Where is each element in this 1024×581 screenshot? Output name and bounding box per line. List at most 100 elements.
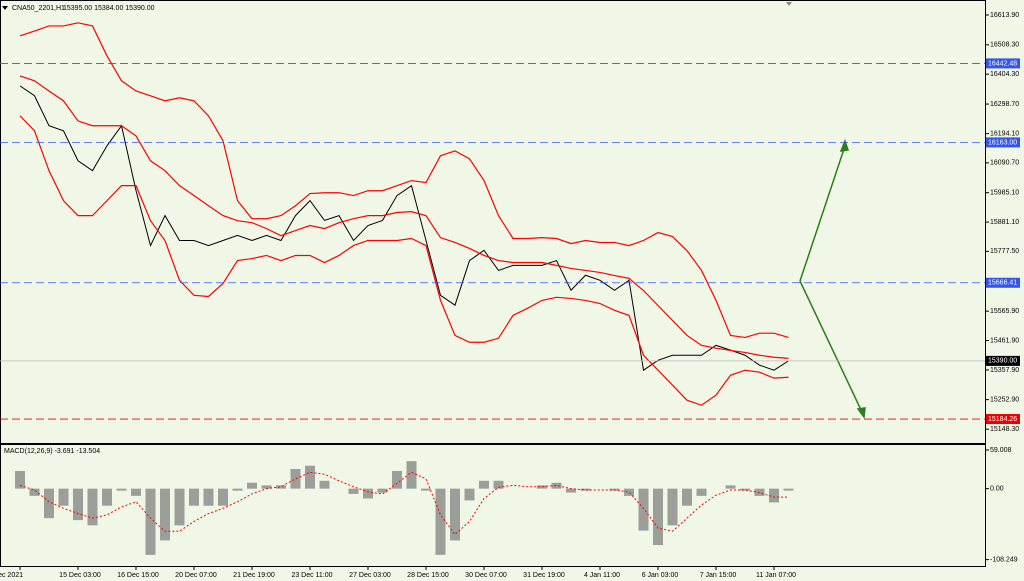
y-tick-label: 16508.30 [990,42,1019,49]
macd-bar [131,488,141,496]
price-line [19,85,789,372]
macd-bar [145,488,156,555]
macd-bar [392,470,402,489]
level-tag [986,277,1020,288]
price-frame [0,0,986,444]
macd-bar [464,488,475,501]
macd-bar [305,465,315,489]
macd-bar [44,488,54,519]
macd-bar [232,488,243,491]
level-tag [986,58,1020,69]
y-tick-label: 15461.90 [990,337,1019,344]
y-tick-label: 15252.90 [990,396,1019,403]
x-tick-label: 21 Dec 19:00 [233,572,275,579]
y-tick-label: 0.00 [990,485,1004,492]
y-tick-label: 15881.10 [990,219,1019,226]
y-tick-label: 16404.30 [990,71,1019,78]
macd-bar [783,488,794,491]
macd-bar [102,488,112,506]
macd-bar [479,480,489,489]
macd-bar [58,488,69,506]
y-tick-label: 15357.90 [990,367,1019,374]
level-label: 15390.00 [988,358,1017,365]
signal-line [19,471,789,536]
macd-bar [421,488,431,491]
ohlc: 15395.00 15384.00 15390.00 [63,5,155,12]
macd-bar [174,488,185,526]
macd-bar [450,488,460,541]
macd-bar [363,488,373,499]
y-tick-label: 59.008 [990,447,1012,454]
level-label: 15666.41 [988,280,1017,287]
macd-title: MACD(12,26,9) -3.691 -13.504 [4,448,100,455]
level-label: 16442.48 [988,60,1017,67]
macd-bar [740,488,750,491]
level-tag [986,414,1020,425]
macd-bar [653,488,663,546]
macd-bar [87,488,98,526]
macd-bar [638,488,649,531]
x-tick-label: 15 Dec 03:00 [59,572,101,579]
x-tick-label: 27 Dec 03:00 [349,572,391,579]
scroll-marker [786,2,792,6]
x-tick-label: 16 Dec 15:00 [117,572,159,579]
macd-bar [116,488,127,491]
macd-bar [319,480,330,489]
y-tick-label: 15565.90 [990,308,1019,315]
menu-arrow[interactable] [2,6,8,10]
macd-bar [493,480,504,489]
macd-bar [566,488,576,493]
y-tick-label: -108.249 [990,556,1018,563]
x-tick-label: 30 Dec 07:00 [465,572,507,579]
macd-bar [29,488,40,496]
level-tag [986,355,1020,366]
macd-bar [290,468,301,489]
macd-bar [189,488,199,506]
macd-bar [624,488,634,496]
macd-bar [682,488,692,506]
macd-bar [73,488,83,521]
y-tick-label: 15777.50 [990,248,1019,255]
macd-bar [160,488,170,541]
macd-bar [377,488,388,493]
macd-bar [769,488,779,503]
x-tick-label: 6 Jan 03:00 [642,572,679,579]
y-tick-label: 16298.70 [990,101,1019,108]
macd-bar [218,488,228,506]
x-tick-label: 31 Dec 19:00 [523,572,565,579]
macd-bar [247,482,257,489]
macd-bar [203,488,214,506]
macd-bar [348,488,359,494]
macd-bar [696,488,707,496]
symbol-title: CNA50_2201,H1 [12,5,65,12]
forecast-arrows [799,138,866,419]
x-tick-label: 7 Jan 15:00 [700,572,737,579]
y-tick-label: 16194.10 [990,130,1019,137]
bollinger-band [19,75,789,359]
macd-bar [667,488,678,526]
macd-bar [551,482,562,489]
macd-frame [0,444,986,567]
y-tick-label: 16613.90 [990,12,1019,19]
bollinger-band [19,115,789,406]
macd-bar [276,485,286,489]
bollinger-band [19,22,789,339]
x-tick-label: 11 Jan 07:00 [756,572,796,579]
macd-bar [725,485,736,489]
x-tick-label: 23 Dec 11:00 [291,572,332,579]
x-tick-label: 4 Jan 11:00 [584,572,620,579]
macd-bar [580,488,591,491]
y-tick-label: 15985.10 [990,190,1019,197]
level-label: 15184.26 [988,416,1017,423]
level-label: 16163.00 [988,139,1017,146]
x-tick-label: 20 Dec 07:00 [175,572,217,579]
level-tag [986,137,1020,148]
y-tick-label: 16090.70 [990,160,1019,167]
macd-bar [435,488,446,555]
y-tick-label: 15148.30 [990,426,1019,433]
macd-bar [261,485,272,489]
macd-bar [537,485,547,489]
macd-bar [15,470,25,489]
x-tick-label: 13 Dec 2021 [0,572,23,579]
